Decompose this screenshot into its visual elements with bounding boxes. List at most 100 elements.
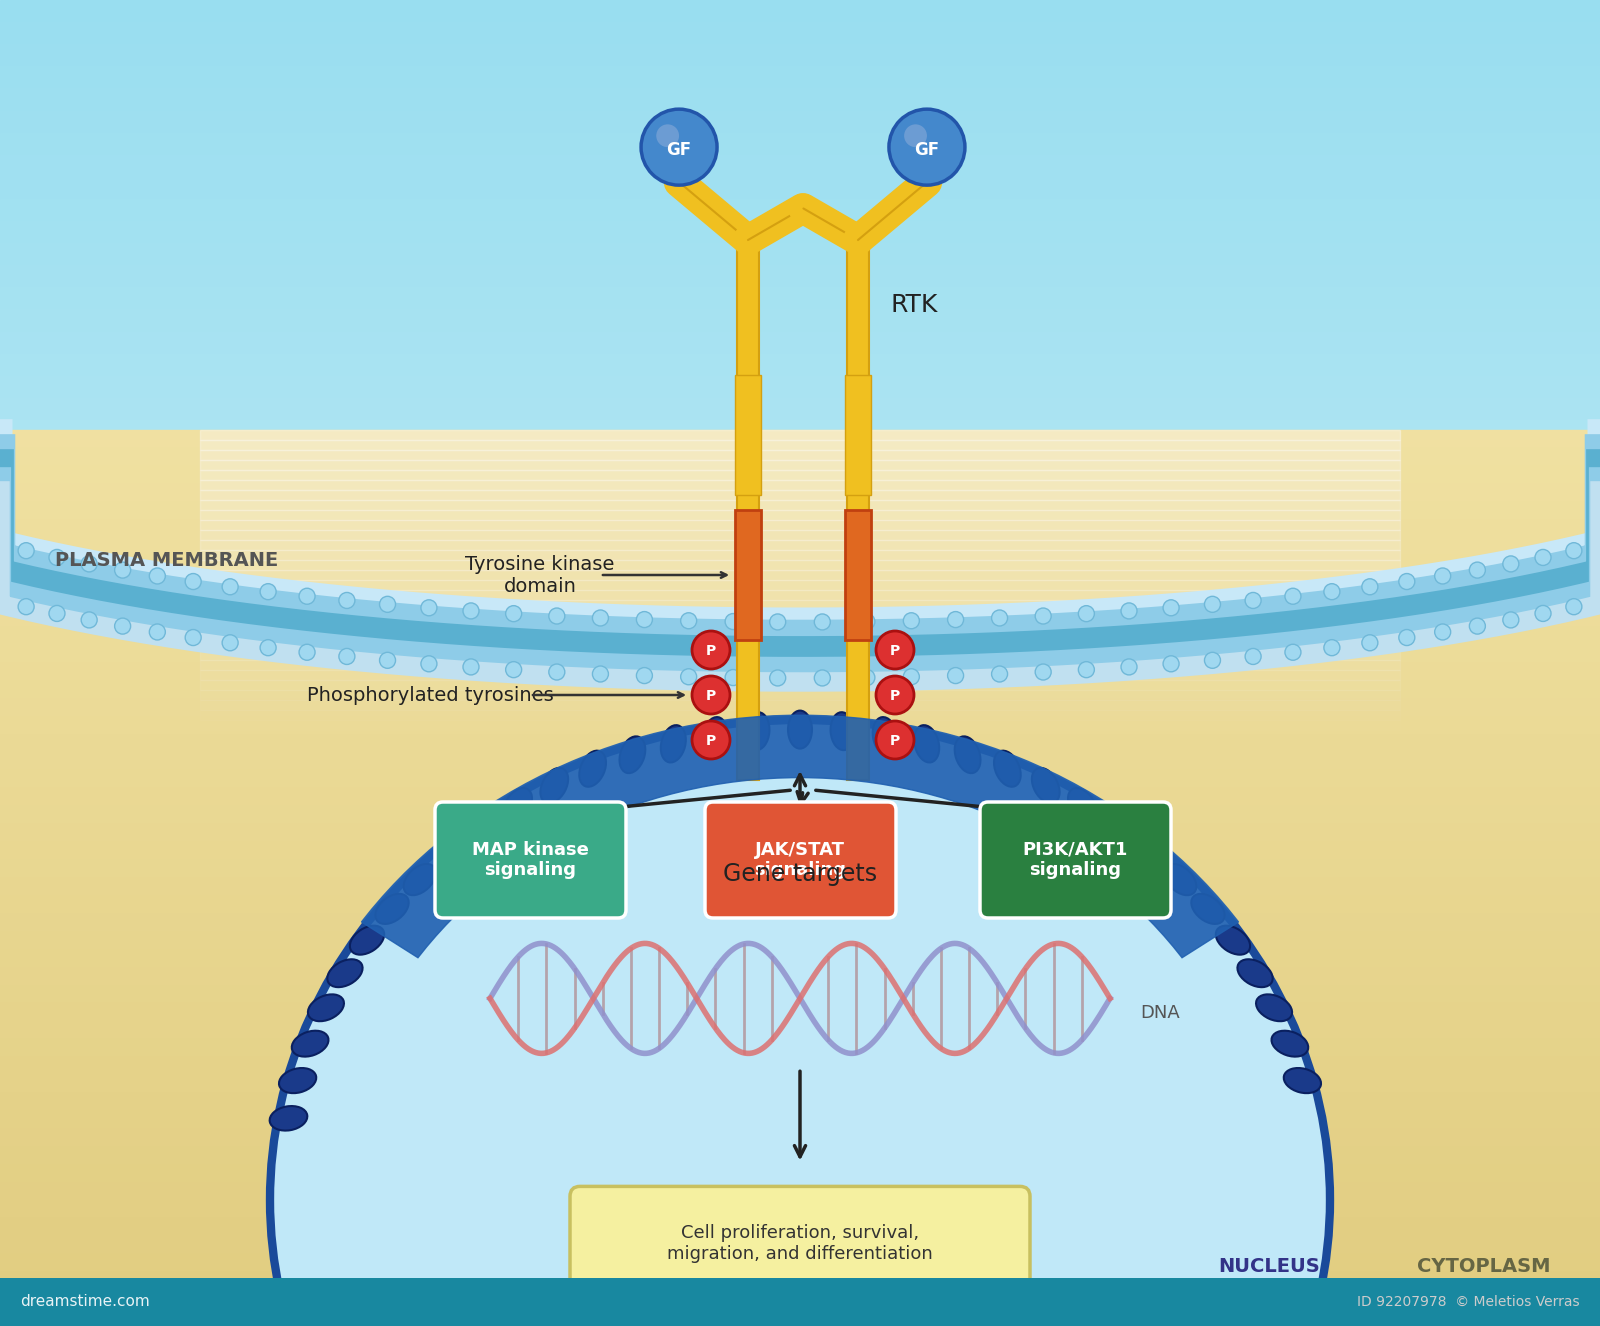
- Circle shape: [859, 614, 875, 630]
- Text: RTK: RTK: [890, 293, 938, 317]
- Bar: [0, 627, 1600, 644]
- Bar: [200, 709, 1400, 720]
- Bar: [200, 440, 1400, 450]
- Circle shape: [947, 611, 963, 627]
- Text: P: P: [890, 690, 901, 703]
- Ellipse shape: [328, 959, 363, 987]
- Bar: [0, 1105, 1600, 1127]
- Bar: [846, 491, 869, 780]
- Bar: [0, 1111, 1600, 1128]
- Circle shape: [549, 609, 565, 625]
- Bar: [0, 199, 1600, 221]
- Bar: [200, 621, 1400, 630]
- Bar: [0, 825, 1600, 842]
- Bar: [0, 1038, 1600, 1061]
- Circle shape: [50, 549, 66, 565]
- Bar: [0, 609, 1600, 627]
- Bar: [0, 530, 1600, 553]
- Bar: [0, 110, 1600, 133]
- Bar: [0, 420, 1600, 442]
- Bar: [0, 1216, 1600, 1237]
- Bar: [0, 914, 1600, 932]
- Bar: [0, 1272, 1600, 1290]
- Circle shape: [725, 670, 741, 686]
- Circle shape: [1205, 652, 1221, 668]
- Circle shape: [18, 542, 34, 558]
- Circle shape: [1469, 562, 1485, 578]
- Bar: [200, 520, 1400, 530]
- Bar: [200, 450, 1400, 460]
- Ellipse shape: [1192, 894, 1224, 924]
- Bar: [0, 1004, 1600, 1021]
- Circle shape: [1566, 599, 1582, 615]
- Bar: [200, 550, 1400, 560]
- Bar: [0, 1040, 1600, 1057]
- Bar: [845, 375, 870, 495]
- Circle shape: [680, 668, 696, 684]
- Bar: [200, 650, 1400, 660]
- Circle shape: [814, 614, 830, 630]
- Bar: [0, 1307, 1600, 1326]
- Bar: [200, 720, 1400, 731]
- Ellipse shape: [872, 717, 898, 754]
- Bar: [0, 556, 1600, 573]
- Circle shape: [462, 659, 478, 675]
- Bar: [0, 537, 1600, 556]
- Text: GF: GF: [914, 141, 939, 159]
- Bar: [0, 573, 1600, 591]
- Bar: [0, 1083, 1600, 1105]
- Bar: [0, 1219, 1600, 1236]
- Circle shape: [339, 648, 355, 664]
- Bar: [0, 1260, 1600, 1282]
- Bar: [0, 686, 1600, 707]
- Bar: [0, 375, 1600, 398]
- Ellipse shape: [270, 720, 1330, 1326]
- Circle shape: [186, 574, 202, 590]
- Circle shape: [1163, 656, 1179, 672]
- Bar: [200, 670, 1400, 680]
- Circle shape: [1435, 625, 1451, 640]
- Bar: [0, 932, 1600, 949]
- Bar: [0, 1057, 1600, 1075]
- Ellipse shape: [914, 725, 939, 762]
- Bar: [200, 690, 1400, 700]
- Bar: [0, 770, 1600, 789]
- Bar: [0, 1017, 1600, 1038]
- Bar: [0, 1171, 1600, 1193]
- Circle shape: [877, 631, 914, 670]
- Bar: [0, 501, 1600, 520]
- Bar: [0, 44, 1600, 66]
- Bar: [200, 500, 1400, 511]
- Bar: [200, 460, 1400, 469]
- Circle shape: [50, 606, 66, 622]
- Circle shape: [1035, 609, 1051, 625]
- Circle shape: [770, 614, 786, 630]
- Circle shape: [1323, 639, 1339, 655]
- Bar: [0, 448, 1600, 465]
- Circle shape: [992, 666, 1008, 682]
- Text: Tyrosine kinase
domain: Tyrosine kinase domain: [466, 554, 614, 595]
- Bar: [0, 1021, 1600, 1040]
- Bar: [0, 354, 1600, 375]
- Bar: [0, 1290, 1600, 1307]
- Bar: [0, 1127, 1600, 1150]
- Bar: [200, 511, 1400, 520]
- Bar: [0, 484, 1600, 501]
- Bar: [0, 574, 1600, 597]
- Circle shape: [1245, 593, 1261, 609]
- Bar: [0, 663, 1600, 680]
- Circle shape: [299, 589, 315, 605]
- Circle shape: [222, 635, 238, 651]
- Bar: [0, 288, 1600, 309]
- Bar: [0, 789, 1600, 806]
- Circle shape: [261, 583, 277, 599]
- Ellipse shape: [1256, 994, 1293, 1021]
- Circle shape: [1163, 599, 1179, 615]
- Circle shape: [656, 125, 678, 147]
- Ellipse shape: [1102, 810, 1133, 845]
- Circle shape: [1534, 606, 1550, 622]
- Circle shape: [261, 639, 277, 655]
- Text: P: P: [706, 735, 717, 748]
- Ellipse shape: [278, 1067, 317, 1093]
- Bar: [200, 480, 1400, 491]
